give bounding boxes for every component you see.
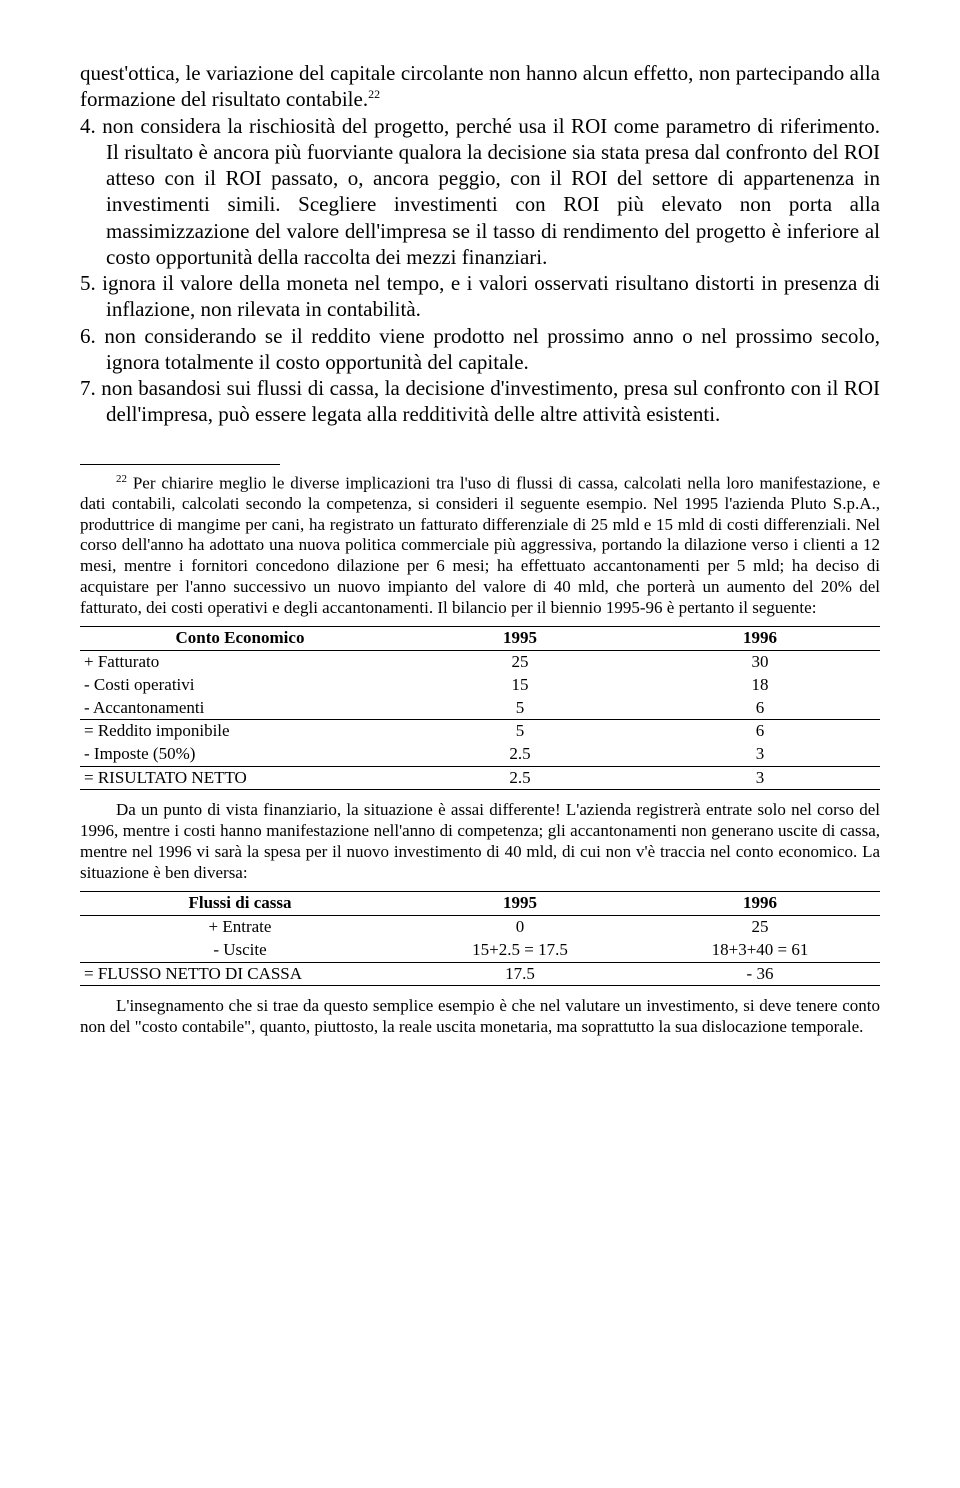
- list-number: 6.: [80, 324, 104, 348]
- footnote-para-1: 22 Per chiarire meglio le diverse implic…: [80, 473, 880, 619]
- list-text: non considerando se il reddito viene pro…: [104, 324, 880, 374]
- list-number: 5.: [80, 271, 102, 295]
- list-number: 4.: [80, 114, 102, 138]
- footnote-para-2: Da un punto di vista finanziario, la sit…: [80, 800, 880, 883]
- list-text: non basandosi sui flussi di cassa, la de…: [101, 376, 880, 426]
- table-cell: 18+3+40 = 61: [640, 939, 880, 962]
- table-cell: - Imposte (50%): [80, 743, 400, 766]
- table-cell: 18: [640, 674, 880, 697]
- table-conto-economico: Conto Economico19951996+ Fatturato2530- …: [80, 626, 880, 790]
- table-cell: 6: [640, 720, 880, 743]
- table-cell: = RISULTATO NETTO: [80, 766, 400, 790]
- list-item: 5. ignora il valore della moneta nel tem…: [80, 270, 880, 323]
- table-row: - Accantonamenti56: [80, 697, 880, 720]
- table-flussi-cassa: Flussi di cassa19951996+ Entrate025- Usc…: [80, 891, 880, 986]
- table-cell: 25: [400, 651, 640, 674]
- table-row: - Imposte (50%)2.53: [80, 743, 880, 766]
- table-cell: - Accantonamenti: [80, 697, 400, 720]
- table-row: + Fatturato2530: [80, 651, 880, 674]
- table-cell: = FLUSSO NETTO DI CASSA: [80, 962, 400, 986]
- footnote-separator: [80, 464, 280, 465]
- table-cell: 17.5: [400, 962, 640, 986]
- table-cell: + Fatturato: [80, 651, 400, 674]
- table-header-cell: 1996: [640, 627, 880, 651]
- table-cell: 0: [400, 916, 640, 939]
- table-row: = RISULTATO NETTO2.53: [80, 766, 880, 790]
- list-number: 7.: [80, 376, 101, 400]
- table-cell: - Costi operativi: [80, 674, 400, 697]
- lead-text: quest'ottica, le variazione del capitale…: [80, 61, 880, 111]
- table-cell: 3: [640, 766, 880, 790]
- footnote-number: 22: [116, 473, 127, 485]
- table-cell: 30: [640, 651, 880, 674]
- list-item: 4. non considera la rischiosità del prog…: [80, 113, 880, 271]
- table-row: + Entrate025: [80, 916, 880, 939]
- footnote-p1-text: Per chiarire meglio le diverse implicazi…: [80, 473, 880, 616]
- numbered-list: 4. non considera la rischiosità del prog…: [80, 113, 880, 428]
- table-cell: = Reddito imponibile: [80, 720, 400, 743]
- list-item: 6. non considerando se il reddito viene …: [80, 323, 880, 376]
- table-cell: 3: [640, 743, 880, 766]
- list-item: 7. non basandosi sui flussi di cassa, la…: [80, 375, 880, 428]
- table-header-cell: 1995: [400, 892, 640, 916]
- table-cell: - 36: [640, 962, 880, 986]
- table-cell: + Entrate: [80, 916, 400, 939]
- list-text: ignora il valore della moneta nel tempo,…: [102, 271, 880, 321]
- table-cell: - Uscite: [80, 939, 400, 962]
- table-row: = FLUSSO NETTO DI CASSA17.5- 36: [80, 962, 880, 986]
- table-row: = Reddito imponibile56: [80, 720, 880, 743]
- footnote-block: 22 Per chiarire meglio le diverse implic…: [80, 473, 880, 1038]
- table-cell: 15: [400, 674, 640, 697]
- table-cell: 5: [400, 697, 640, 720]
- table-row: - Uscite15+2.5 = 17.518+3+40 = 61: [80, 939, 880, 962]
- table-header-cell: 1995: [400, 627, 640, 651]
- table-header-cell: 1996: [640, 892, 880, 916]
- table-cell: 2.5: [400, 766, 640, 790]
- table-header-cell: Conto Economico: [80, 627, 400, 651]
- table-cell: 5: [400, 720, 640, 743]
- table-cell: 25: [640, 916, 880, 939]
- footnote-para-3: L'insegnamento che si trae da questo sem…: [80, 996, 880, 1037]
- table-row: - Costi operativi1518: [80, 674, 880, 697]
- table-cell: 15+2.5 = 17.5: [400, 939, 640, 962]
- footnote-ref: 22: [368, 87, 380, 101]
- table-cell: 2.5: [400, 743, 640, 766]
- table-cell: 6: [640, 697, 880, 720]
- table-header-cell: Flussi di cassa: [80, 892, 400, 916]
- list-text: non considera la rischiosità del progett…: [102, 114, 880, 269]
- lead-paragraph: quest'ottica, le variazione del capitale…: [80, 60, 880, 113]
